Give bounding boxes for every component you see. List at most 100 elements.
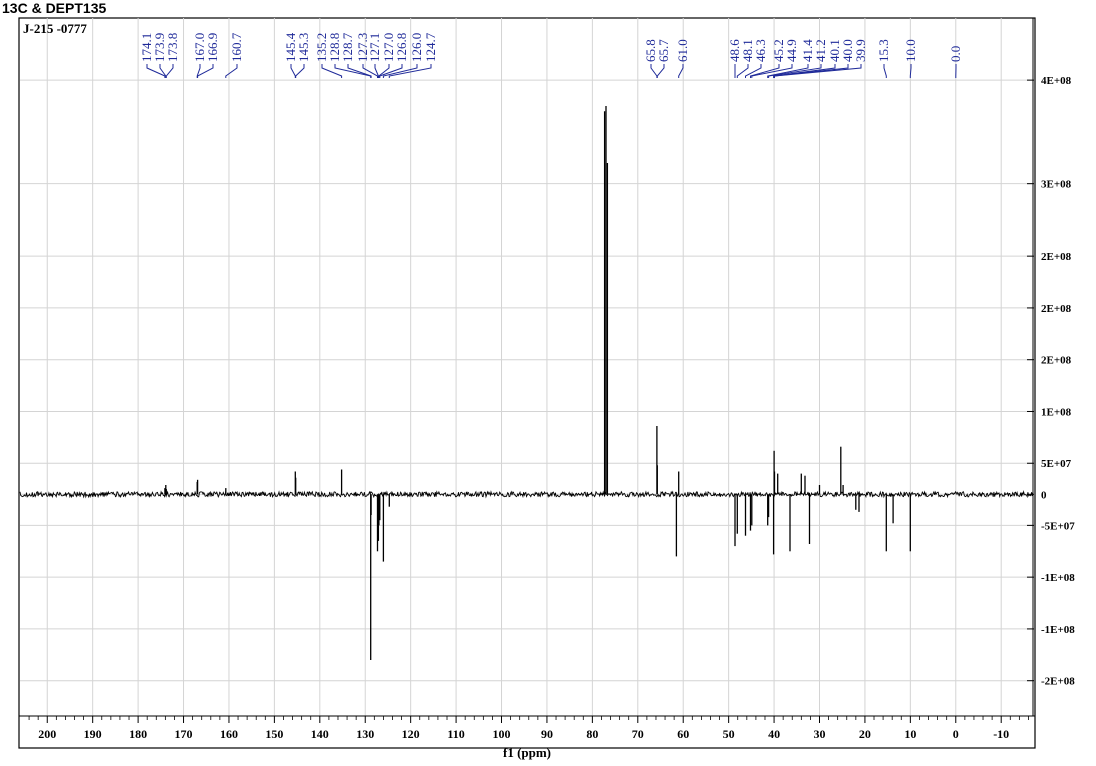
peak-label: 61.0 [675,39,690,62]
x-tick-label: 90 [541,727,553,741]
peak-label: 15.3 [876,39,891,62]
peak-label: 44.9 [784,39,799,62]
peak-label-leader [767,64,809,78]
peak-marks [164,106,911,660]
x-tick-label: -10 [993,727,1009,741]
plot-frame [18,17,1036,749]
x-axis-title: f1 (ppm) [503,745,551,760]
x-tick-label: 170 [175,727,193,741]
spectrum-type-label: 13C & DEPT135 [2,0,107,16]
peak-label: 65.8 [643,39,658,62]
x-tick-label: 130 [356,727,374,741]
x-tick-label: 10 [904,727,916,741]
y-tick-label: 2E+08 [1041,251,1072,263]
x-tick-label: 50 [723,727,735,741]
x-tick-label: 0 [953,727,959,741]
peak-label-leader [388,64,432,78]
peak-label: 127.3 [355,33,370,62]
peak-label: 128.7 [340,32,355,62]
x-tick-label: 120 [402,727,420,741]
peak-label: 160.7 [229,32,244,62]
peak-label-leader [347,64,372,78]
y-tick-label: 2E+08 [1041,355,1072,367]
y-tick-label: 5E+07 [1041,458,1072,470]
spectrum-trace [19,490,1034,499]
peak-label-leader [165,64,174,78]
peak-label: 135.2 [314,33,329,62]
peak-label-leader [378,64,390,78]
peak-label: 41.4 [800,39,815,62]
peak-label-leader [197,64,214,78]
peak-label: 173.8 [165,33,180,62]
x-tick-label: 60 [677,727,689,741]
peak-label: 173.9 [152,33,167,62]
peak-label: 40.1 [827,39,842,62]
y-tick-label: 1E+08 [1041,406,1072,418]
peak-label: 45.2 [771,39,786,62]
peak-label-leader [382,64,418,78]
peak-label: 48.6 [727,39,742,62]
peak-label-leader [751,64,793,78]
x-tick-label: 200 [38,727,56,741]
x-tick-label: 80 [586,727,598,741]
peak-label: 65.7 [656,39,671,62]
grid-lines [20,18,1033,716]
peak-label: 124.7 [423,32,438,62]
y-tick-label: 2E+08 [1041,303,1072,315]
peak-label-leader [295,64,305,78]
peak-label: 40.0 [840,39,855,62]
peak-label: 0.0 [948,46,963,62]
x-tick-label: 180 [129,727,147,741]
peak-label: 166.9 [205,33,220,62]
peak-label-leader [321,64,343,78]
peak-label: 145.4 [283,32,298,62]
peak-label-leader [362,64,378,78]
peak-label-leader [736,64,749,78]
x-tick-label: 30 [813,727,825,741]
peak-label: 126.0 [409,33,424,62]
peak-label: 127.0 [381,33,396,62]
peak-label-leader [774,64,862,78]
x-tick-label: 110 [447,727,464,741]
peak-label: 48.1 [740,39,755,62]
x-tick-label: 20 [859,727,871,741]
y-tick-label: -5E+07 [1041,520,1075,532]
peak-label-leader [768,64,822,78]
peak-label-leader [656,64,665,78]
y-tick-label: -1E+08 [1041,624,1075,636]
x-tick-label: 100 [493,727,511,741]
peak-label: 127.1 [367,33,382,62]
y-tick-label: 4E+08 [1041,75,1072,87]
peak-label: 145.3 [296,33,311,62]
peak-label-leader [883,64,887,78]
y-tick-label: -2E+08 [1041,676,1075,688]
peak-label-leader [379,64,403,78]
peak-label-leader [678,64,684,78]
x-tick-label: 190 [84,727,102,741]
peak-label: 41.2 [813,39,828,62]
peak-label-leader [909,64,912,78]
peak-label-leader [146,64,166,78]
peak-label: 39.9 [853,39,868,62]
peak-label-leader [745,64,762,78]
peak-label: 167.0 [192,33,207,62]
axes: 200 190 180 170 160 150 140 130 120 110 100 90 80 70 6… [19,18,1075,741]
peak-label: 10.0 [903,39,918,62]
y-tick-label: 0 [1041,489,1047,501]
x-tick-label: 150 [265,727,283,741]
peak-label: 126.8 [394,33,409,62]
x-tick-label: 140 [311,727,329,741]
peak-label: 174.1 [139,33,154,62]
peak-label: 46.3 [753,39,768,62]
peak-label-leader [750,64,780,78]
x-tick-label: 40 [768,727,780,741]
peak-label-leader [225,64,238,78]
y-tick-label: 3E+08 [1041,179,1072,191]
chart-title: J-215 -0777 [23,21,87,36]
peak-label: 128.8 [327,33,342,62]
x-tick-label: 160 [220,727,238,741]
y-tick-label: -1E+08 [1041,572,1075,584]
x-tick-label: 70 [632,727,644,741]
